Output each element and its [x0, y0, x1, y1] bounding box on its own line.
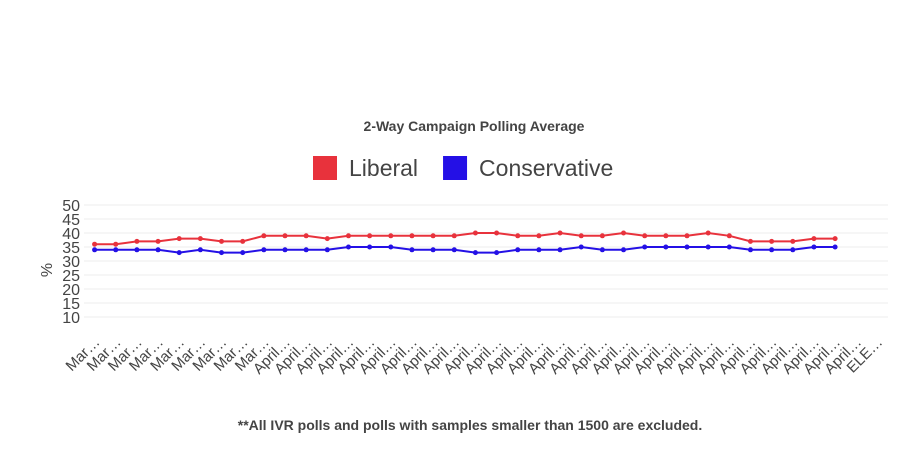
data-point: [811, 244, 817, 250]
series-line: [94, 231, 836, 246]
data-point: [599, 247, 605, 253]
data-point: [557, 247, 563, 253]
data-point: [430, 233, 436, 239]
legend-swatch: [313, 156, 337, 180]
data-point: [367, 233, 373, 239]
y-tick-label: 15: [62, 296, 80, 313]
data-point: [494, 250, 500, 256]
chart-title: 2-Way Campaign Polling Average: [364, 118, 585, 134]
data-point: [684, 233, 690, 239]
data-point: [726, 233, 732, 239]
y-tick-label: 30: [62, 254, 80, 271]
data-point: [282, 233, 288, 239]
data-point: [324, 236, 330, 242]
data-point: [536, 233, 542, 239]
data-point: [409, 247, 415, 253]
data-point: [345, 244, 351, 250]
data-point: [261, 233, 267, 239]
data-point: [197, 247, 203, 253]
data-point: [388, 233, 394, 239]
data-point: [472, 230, 478, 236]
data-point: [790, 247, 796, 253]
y-tick-label: 40: [62, 226, 80, 243]
y-tick-label: 25: [62, 268, 80, 285]
data-point: [176, 250, 182, 256]
data-point: [155, 247, 161, 253]
y-tick-label: 10: [62, 310, 80, 327]
data-point: [663, 244, 669, 250]
data-point: [303, 247, 309, 253]
data-point: [134, 247, 140, 253]
data-point: [197, 236, 203, 242]
legend-swatch: [443, 156, 468, 180]
data-point: [388, 244, 394, 250]
data-point: [642, 233, 648, 239]
data-point: [515, 247, 521, 253]
data-point: [747, 238, 753, 244]
data-point: [747, 247, 753, 253]
data-point: [113, 241, 119, 247]
data-point: [324, 247, 330, 253]
data-point: [367, 244, 373, 250]
data-point: [494, 230, 500, 236]
legend-label: Conservative: [479, 155, 613, 181]
data-point: [790, 238, 796, 244]
data-point: [219, 238, 225, 244]
data-point: [282, 247, 288, 253]
y-axis-label: %: [39, 263, 56, 277]
data-point: [642, 244, 648, 250]
series-line: [94, 245, 836, 254]
y-tick-label: 20: [62, 282, 80, 299]
data-point: [705, 244, 711, 250]
data-point: [599, 233, 605, 239]
data-point: [345, 233, 351, 239]
data-point: [557, 230, 563, 236]
y-tick-label: 45: [62, 212, 80, 229]
data-point: [409, 233, 415, 239]
data-point: [663, 233, 669, 239]
data-point: [621, 247, 627, 253]
legend-label: Liberal: [349, 155, 418, 181]
data-point: [832, 236, 838, 242]
data-point: [113, 247, 119, 253]
data-point: [451, 233, 457, 239]
data-point: [769, 238, 775, 244]
data-point: [155, 238, 161, 244]
data-point: [240, 238, 246, 244]
data-point: [261, 247, 267, 253]
y-tick-label: 50: [62, 198, 80, 215]
data-point: [769, 247, 775, 253]
data-point: [811, 236, 817, 242]
data-point: [176, 236, 182, 242]
data-point: [536, 247, 542, 253]
data-point: [578, 244, 584, 250]
data-point: [621, 230, 627, 236]
data-point: [134, 238, 140, 244]
y-tick-label: 35: [62, 240, 80, 257]
data-point: [684, 244, 690, 250]
footnote: **All IVR polls and polls with samples s…: [238, 417, 703, 433]
data-point: [240, 250, 246, 256]
data-point: [92, 247, 98, 253]
data-point: [472, 250, 478, 256]
data-point: [832, 244, 838, 250]
data-point: [515, 233, 521, 239]
data-point: [726, 244, 732, 250]
data-point: [451, 247, 457, 253]
data-point: [430, 247, 436, 253]
data-point: [219, 250, 225, 256]
data-point: [705, 230, 711, 236]
data-point: [578, 233, 584, 239]
data-point: [92, 241, 98, 247]
data-point: [303, 233, 309, 239]
